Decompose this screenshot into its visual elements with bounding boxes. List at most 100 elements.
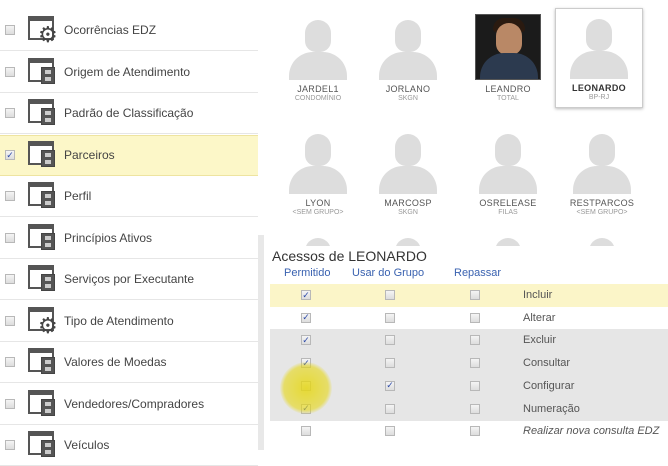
cabinet-window-icon (28, 348, 60, 376)
usar-grupo-checkbox[interactable] (385, 403, 395, 414)
permitido-checkbox[interactable]: ✓ (301, 289, 311, 300)
user-card[interactable] (463, 232, 553, 246)
repassar-checkbox[interactable] (470, 426, 480, 437)
avatar-placeholder-icon (285, 14, 351, 80)
usar-grupo-checkbox[interactable] (385, 312, 395, 323)
module-item[interactable]: ⚙ Tipo de Atendimento (0, 301, 258, 342)
scrollbar[interactable] (258, 235, 264, 450)
access-row: ✓ Alterar (270, 307, 668, 330)
user-card[interactable] (273, 232, 363, 246)
module-checkbox[interactable] (5, 315, 15, 326)
user-group: SKGN (398, 209, 418, 216)
cabinet-window-icon (28, 141, 60, 169)
module-checkbox[interactable]: ✓ (5, 149, 15, 160)
module-checkbox[interactable] (5, 66, 15, 77)
module-checkbox[interactable] (5, 398, 15, 409)
user-name: JORLANO (385, 84, 431, 94)
module-item[interactable]: Princípios Ativos (0, 218, 258, 259)
usar-grupo-checkbox[interactable] (385, 290, 395, 300)
header-repassar[interactable]: Repassar (454, 267, 502, 279)
usar-grupo-checkbox[interactable] (385, 426, 395, 437)
permitido-checkbox[interactable]: ✓ (301, 334, 311, 346)
module-checkbox[interactable] (5, 274, 15, 284)
user-card[interactable]: RESTPARCOS <SEM GRUPO> (557, 128, 647, 216)
user-group: TOTAL (497, 95, 519, 102)
avatar-placeholder-icon (569, 232, 635, 246)
usar-grupo-checkbox[interactable] (385, 335, 395, 346)
cabinet-window-icon (28, 57, 60, 86)
user-card[interactable]: LYON <SEM GRUPO> (273, 128, 363, 216)
user-card[interactable]: MARCOSP SKGN (363, 128, 453, 216)
module-checkbox[interactable] (5, 108, 15, 118)
permitido-checkbox[interactable]: ✓ (301, 312, 311, 323)
module-item[interactable]: Vendedores/Compradores (0, 384, 258, 425)
module-checkbox[interactable] (5, 232, 15, 243)
user-group: SKGN (398, 95, 418, 102)
user-name: OSRELEASE (479, 198, 537, 208)
user-group: <SEM GRUPO> (576, 209, 628, 216)
repassar-checkbox[interactable] (470, 312, 480, 323)
module-item[interactable]: Serviços por Executante (0, 259, 258, 300)
access-row: ✓ Excluir (270, 329, 668, 353)
module-label: Parceiros (64, 148, 115, 162)
repassar-checkbox[interactable] (470, 358, 480, 369)
module-item[interactable]: ⚙ Ocorrências EDZ (0, 10, 258, 51)
user-card[interactable]: JORLANO SKGN (363, 14, 453, 102)
user-card[interactable] (557, 232, 647, 246)
cursor-highlight (280, 362, 332, 414)
module-label: Serviços por Executante (64, 272, 195, 286)
avatar-placeholder-icon (285, 232, 351, 246)
module-item[interactable]: Perfil (0, 176, 258, 217)
usar-grupo-checkbox[interactable]: ✓ (385, 380, 395, 391)
user-card[interactable]: JARDEL1 CONDOMÍNIO (273, 14, 363, 102)
access-row: ✓ Configurar (270, 374, 668, 398)
repassar-checkbox[interactable] (470, 403, 480, 414)
permitido-checkbox[interactable] (301, 426, 311, 437)
module-label: Valores de Moedas (64, 355, 167, 369)
module-label: Origem de Atendimento (64, 64, 191, 79)
usar-grupo-checkbox[interactable] (385, 358, 395, 369)
user-group: BP-RJ (588, 94, 610, 101)
repassar-checkbox[interactable] (470, 290, 480, 300)
cabinet-window-icon (28, 182, 60, 210)
cabinet-window-icon (28, 265, 60, 293)
avatar-placeholder-icon (375, 14, 441, 80)
user-card[interactable]: LEANDRO TOTAL (463, 14, 553, 102)
user-name: RESTPARCOS (569, 198, 635, 208)
module-label: Perfil (64, 189, 92, 203)
user-card[interactable]: LEONARDO BP-RJ (555, 8, 643, 108)
module-item[interactable]: Padrão de Classificação (0, 93, 258, 134)
header-permitido[interactable]: Permitido (284, 267, 331, 279)
module-checkbox[interactable] (5, 25, 15, 35)
permission-label: Numeração (523, 402, 580, 415)
module-checkbox[interactable] (5, 440, 15, 450)
permission-label: Incluir (523, 289, 553, 301)
user-name: JARDEL1 (297, 84, 339, 94)
gear-window-icon: ⚙ (28, 306, 60, 336)
module-item[interactable]: Veículos (0, 425, 258, 466)
module-checkbox[interactable] (5, 191, 15, 201)
header-usar-do-grupo[interactable]: Usar do Grupo (352, 267, 425, 279)
repassar-checkbox[interactable] (470, 335, 480, 346)
permission-label: Configurar (523, 379, 575, 392)
user-photo (475, 14, 541, 80)
user-name: LEONARDO (572, 83, 626, 93)
access-row: ✓Consultar (270, 352, 668, 376)
user-card[interactable]: OSRELEASE FILAS (463, 128, 553, 216)
cabinet-window-icon (28, 431, 60, 459)
user-card[interactable] (363, 232, 453, 246)
cabinet-window-icon (28, 99, 60, 127)
module-item[interactable]: Valores de Moedas (0, 342, 258, 383)
module-item[interactable]: ✓ Parceiros (0, 134, 258, 176)
user-group: FILAS (498, 209, 518, 216)
avatar-placeholder-icon (285, 128, 351, 194)
repassar-checkbox[interactable] (470, 380, 480, 391)
user-name: LYON (305, 198, 331, 208)
module-checkbox[interactable] (5, 357, 15, 367)
permission-label: Consultar (523, 357, 571, 370)
module-item[interactable]: Origem de Atendimento (0, 52, 258, 93)
module-label: Vendedores/Compradores (64, 396, 205, 411)
access-row: Realizar nova consulta EDZ (270, 420, 668, 443)
user-group: <SEM GRUPO> (292, 209, 344, 216)
user-name: MARCOSP (384, 198, 432, 208)
